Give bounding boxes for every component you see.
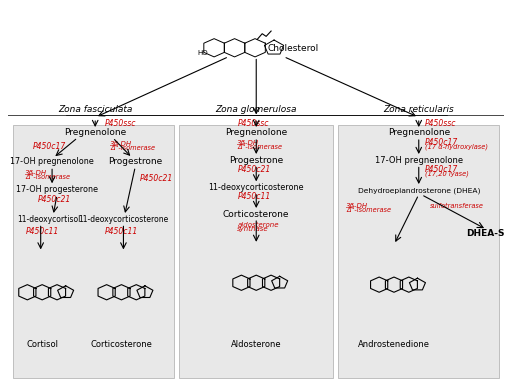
Text: Pregnenolone: Pregnenolone: [387, 128, 449, 137]
Text: P450c11: P450c11: [25, 226, 59, 236]
Text: 3β-DH: 3β-DH: [25, 170, 47, 176]
Text: Zona fasciculata: Zona fasciculata: [58, 105, 132, 114]
Text: Cortisol: Cortisol: [26, 340, 58, 349]
Text: 3β-DH: 3β-DH: [237, 140, 259, 146]
Text: Corticosterone: Corticosterone: [222, 210, 289, 219]
Text: P450ssc: P450ssc: [424, 119, 456, 128]
Text: Dehydroepiandrosterone (DHEA): Dehydroepiandrosterone (DHEA): [357, 188, 479, 194]
Text: P450c11: P450c11: [237, 192, 270, 201]
Text: 11-deoxycortisol: 11-deoxycortisol: [17, 215, 80, 224]
Bar: [179, 125, 332, 378]
Text: Corticosterone: Corticosterone: [90, 340, 152, 349]
Text: Δᴵ¹-isomerase: Δᴵ¹-isomerase: [346, 207, 391, 213]
Text: Cholesterol: Cholesterol: [267, 44, 318, 53]
Text: P450ssc: P450ssc: [237, 119, 268, 128]
Text: Δᴵ¹-isomerase: Δᴵ¹-isomerase: [237, 144, 282, 150]
Text: sulfotransferase: sulfotransferase: [429, 203, 483, 209]
Bar: [13, 125, 174, 378]
Text: P450c21: P450c21: [38, 195, 71, 205]
Text: (17 α-hydroxylase): (17 α-hydroxylase): [424, 144, 487, 150]
Text: Δᴵ¹-isomerase: Δᴵ¹-isomerase: [25, 174, 70, 180]
Text: P450c21: P450c21: [237, 165, 270, 174]
Text: P450c17: P450c17: [424, 138, 457, 147]
Text: DHEA-S: DHEA-S: [466, 229, 504, 238]
Text: 3β-DH: 3β-DH: [110, 141, 132, 147]
Text: P450c21: P450c21: [139, 174, 173, 183]
Text: 17-OH pregnenolone: 17-OH pregnenolone: [374, 156, 462, 165]
Text: 17-OH progesterone: 17-OH progesterone: [16, 185, 98, 195]
Text: Pregnenolone: Pregnenolone: [64, 128, 126, 137]
Text: Δᴵ¹-isomerase: Δᴵ¹-isomerase: [110, 145, 155, 151]
Text: Aldosterone: Aldosterone: [231, 340, 281, 349]
Text: Androstenedione: Androstenedione: [357, 340, 429, 349]
Text: Zona reticularis: Zona reticularis: [383, 105, 453, 114]
Text: 11-deoxycorticosterone: 11-deoxycorticosterone: [78, 215, 168, 224]
Text: Pregnenolone: Pregnenolone: [224, 128, 287, 137]
Text: HO: HO: [197, 50, 208, 56]
Bar: [337, 125, 498, 378]
Text: P450c17: P450c17: [424, 165, 457, 174]
Text: P450c11: P450c11: [105, 226, 138, 236]
Text: Progestrone: Progestrone: [229, 156, 283, 165]
Text: synthase: synthase: [237, 226, 269, 232]
Text: 3β-DH: 3β-DH: [346, 203, 368, 209]
Text: Progestrone: Progestrone: [108, 157, 162, 166]
Text: 17-OH pregnenolone: 17-OH pregnenolone: [10, 157, 94, 166]
Text: 11-deoxycorticosterone: 11-deoxycorticosterone: [208, 183, 303, 192]
Text: aldosterone: aldosterone: [237, 222, 278, 228]
Text: Zona glomerulosa: Zona glomerulosa: [215, 105, 296, 114]
Text: (17,20 lyase): (17,20 lyase): [424, 171, 468, 177]
Text: P450c17: P450c17: [33, 142, 66, 151]
Text: P450ssc: P450ssc: [105, 119, 136, 128]
